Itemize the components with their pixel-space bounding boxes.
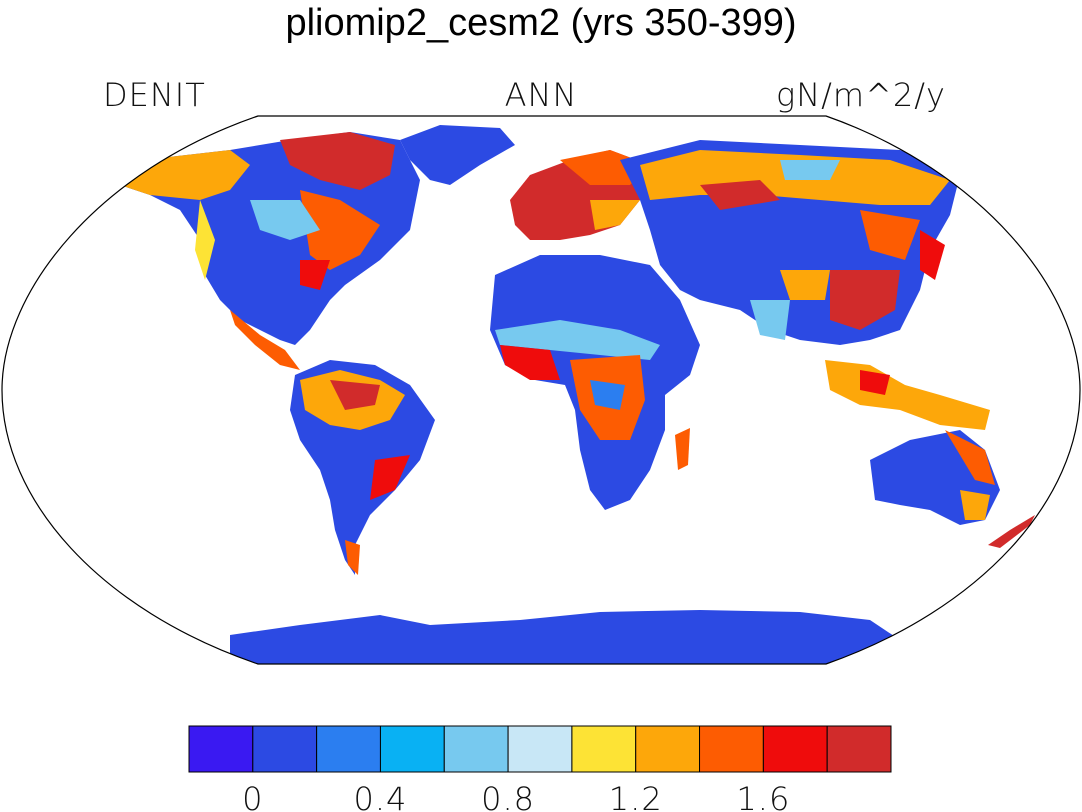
map-outline bbox=[1, 115, 1081, 665]
colorbar-swatch bbox=[252, 725, 318, 773]
antarctica-land bbox=[230, 610, 900, 664]
new-zealand-land bbox=[988, 515, 1035, 548]
colorbar-swatch bbox=[379, 725, 445, 773]
colorbar-swatch bbox=[316, 725, 381, 773]
colorbar-swatch bbox=[571, 725, 637, 773]
greenland-land bbox=[400, 125, 515, 185]
colorbar-tick-label: 0.8 bbox=[481, 780, 535, 812]
season-label: ANN bbox=[504, 76, 578, 114]
colorbar-swatch bbox=[188, 725, 254, 773]
colorbar-tick-label: 1.6 bbox=[736, 780, 790, 812]
madagascar-land bbox=[675, 428, 690, 470]
variable-label: DENIT bbox=[103, 76, 206, 114]
colorbar-swatch bbox=[507, 725, 573, 773]
colorbar-swatch bbox=[699, 725, 764, 773]
colorbar-swatch bbox=[762, 725, 828, 773]
colorbar-tick-label: 1.2 bbox=[609, 780, 663, 812]
colorbar-swatch bbox=[635, 725, 701, 773]
japan-land bbox=[920, 230, 945, 280]
colorbar-swatch bbox=[443, 725, 509, 773]
colorbar-tick-label: 0 bbox=[242, 780, 263, 812]
colorbar-swatch bbox=[826, 725, 892, 773]
map-title: pliomip2_cesm2 (yrs 350-399) bbox=[285, 2, 797, 44]
units-label: gN/m^2/y bbox=[776, 76, 946, 114]
colorbar-tick-label: 0.4 bbox=[354, 780, 408, 812]
